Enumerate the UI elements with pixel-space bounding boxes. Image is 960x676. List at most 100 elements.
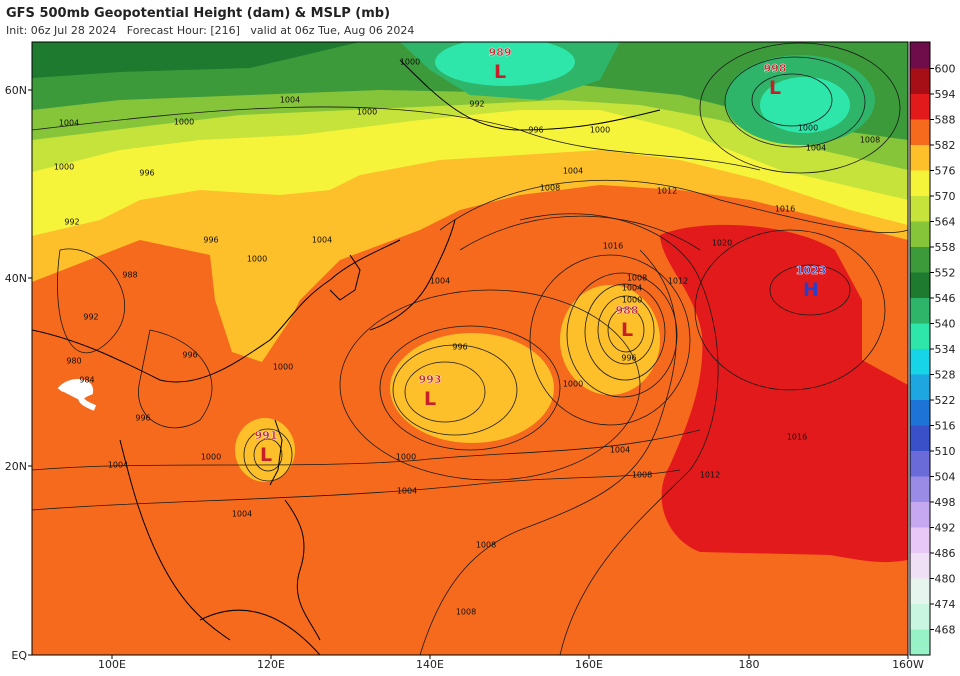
colorbar-label: 576 [935, 165, 956, 178]
plot-area [32, 42, 908, 655]
isobar-label: 1008 [476, 541, 496, 550]
colorbar-label: 534 [935, 343, 956, 356]
isobar-label: 1004 [806, 144, 826, 153]
colorbar-label: 522 [935, 394, 956, 407]
colorbar-label: 486 [935, 547, 956, 560]
isobar-label: 992 [469, 100, 484, 109]
isobar-label: 1004 [610, 446, 630, 455]
colorbar-swatch [910, 42, 930, 69]
colorbar-swatch [910, 578, 930, 604]
colorbar-swatch [910, 604, 930, 630]
colorbar-frame [909, 41, 931, 656]
isobar-label: 1000 [396, 453, 416, 462]
map-subtitle: Init: 06z Jul 28 2024 Forecast Hour: [21… [6, 24, 414, 37]
center-pressure: 1023 [796, 264, 827, 277]
colorbar-label: 498 [935, 496, 956, 509]
colorbar-swatch [910, 502, 930, 528]
isobar-label: 1004 [59, 119, 79, 128]
colorbar-swatch [910, 221, 930, 247]
colorbar-swatch [910, 298, 930, 324]
lon-label: 100E [98, 658, 126, 671]
map-title: GFS 500mb Geopotential Height (dam) & MS… [6, 6, 390, 21]
isobar-label: 1012 [657, 187, 677, 196]
isobar-label: 1004 [108, 461, 128, 470]
isobar-label: 1004 [397, 487, 417, 496]
colorbar-swatch [910, 323, 930, 349]
center-symbol: L [424, 388, 436, 410]
colorbar-label: 516 [935, 420, 956, 433]
isobar-label: 1004 [280, 96, 300, 105]
colorbar-label: 594 [935, 88, 956, 101]
isobar-label: 996 [135, 414, 150, 423]
center-pressure: 998 [764, 62, 787, 75]
colorbar-label: 588 [935, 114, 956, 127]
lat-label: 60N [5, 84, 27, 97]
isobar-label: 980 [66, 357, 81, 366]
isobar-label: 1008 [456, 608, 476, 617]
center-symbol: H [803, 279, 819, 301]
center-symbol: L [621, 319, 633, 341]
height-fill [435, 42, 575, 86]
isobar-label: 1004 [312, 236, 332, 245]
height-fill [660, 224, 908, 563]
center-pressure: 988 [616, 304, 639, 317]
center-symbol: L [260, 444, 272, 466]
isobar-label: 1012 [700, 471, 720, 480]
isobar-label: 1000 [201, 453, 221, 462]
colorbar-label: 510 [935, 445, 956, 458]
isobar-label: 1016 [603, 242, 623, 251]
colorbar-swatch [910, 94, 930, 120]
colorbar-label: 558 [935, 241, 956, 254]
colorbar-swatch [910, 119, 930, 145]
isobar-label: 1000 [174, 118, 194, 127]
colorbar-swatch [910, 629, 930, 655]
isobar-label: 1000 [400, 58, 420, 67]
lon-label: 160W [892, 658, 924, 671]
colorbar-label: 492 [935, 522, 956, 535]
colorbar-label: 468 [935, 624, 956, 637]
lat-label: EQ [11, 649, 27, 662]
isobar-label: 992 [83, 313, 98, 322]
isobar-label: 1008 [540, 184, 560, 193]
colorbar-swatch [910, 145, 930, 171]
isobar-label: 988 [122, 271, 137, 280]
colorbar-swatch [910, 425, 930, 451]
height-fill [760, 77, 850, 133]
isobar-label: 1004 [232, 510, 252, 519]
isobar-label: 1012 [668, 277, 688, 286]
isobar-label: 1008 [632, 471, 652, 480]
isobar-label: 996 [139, 169, 154, 178]
isobar-label: 1008 [627, 274, 647, 283]
lat-label: 40N [5, 272, 27, 285]
colorbar-swatch [910, 196, 930, 222]
colorbar-label: 474 [935, 598, 956, 611]
colorbar-swatch [910, 170, 930, 196]
lon-label: 120E [257, 658, 285, 671]
colorbar-label: 480 [935, 573, 956, 586]
colorbar-label: 564 [935, 216, 956, 229]
isobar-label: 1000 [247, 255, 267, 264]
isobar-label: 1004 [622, 284, 642, 293]
isobar-label: 996 [182, 351, 197, 360]
colorbar-label: 600 [935, 63, 956, 76]
isobar-label: 1000 [273, 363, 293, 372]
colorbar-label: 504 [935, 471, 956, 484]
isobars [32, 42, 908, 655]
isobar-label: 996 [203, 236, 218, 245]
colorbar-label: 546 [935, 292, 956, 305]
isobar-label: 1008 [860, 136, 880, 145]
center-pressure: 991 [255, 429, 278, 442]
isobar-label: 984 [79, 376, 94, 385]
isobar-label: 996 [452, 343, 467, 352]
colorbar-swatch [910, 247, 930, 273]
colorbar-label: 582 [935, 139, 956, 152]
colorbar-swatch [910, 527, 930, 553]
isobar-label: 1000 [357, 108, 377, 117]
center-symbol: L [769, 77, 781, 99]
colorbar-swatch [910, 553, 930, 579]
isobar-label: 1000 [590, 126, 610, 135]
isobar-label: 992 [64, 218, 79, 227]
isobar-label: 1004 [563, 167, 583, 176]
isobar-label: 1000 [798, 124, 818, 133]
